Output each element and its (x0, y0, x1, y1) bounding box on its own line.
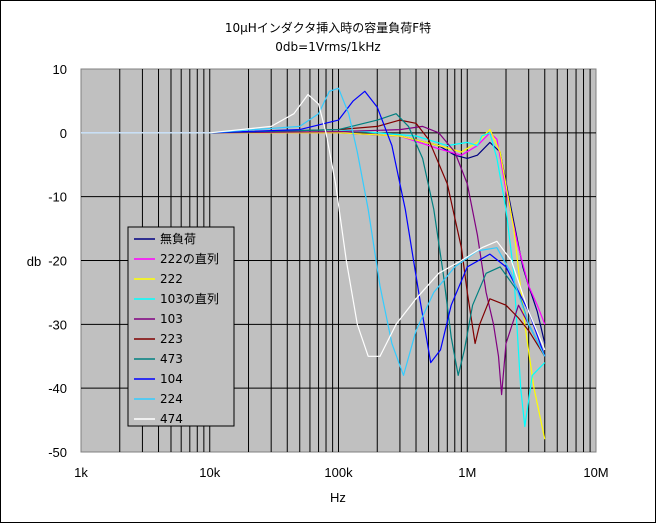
legend-label: 474 (160, 412, 183, 426)
y-tick-label: -50 (48, 445, 67, 460)
legend-label: 222 (160, 272, 183, 286)
series-layer (81, 87, 546, 440)
y-tick-label: 10 (53, 62, 67, 77)
chart-title: 10μHインダクタ挿入時の容量負荷F特 (225, 20, 431, 35)
legend-box (127, 226, 235, 427)
legend-label: 222の直列 (160, 252, 219, 266)
legend-label: 103 (160, 312, 183, 326)
legend: 無負荷 222の直列 222 103の直列 103 223 473 104 224 474 (127, 226, 235, 427)
legend-label: 無負荷 (160, 231, 196, 246)
y-axis-label: db (27, 254, 41, 269)
x-tick-label: 1M (458, 465, 476, 480)
y-tick-label: 0 (60, 126, 67, 141)
x-tick-label: 1k (74, 465, 88, 480)
y-tick-label: -30 (48, 317, 67, 332)
x-tick-label: 10M (583, 465, 608, 480)
series-line (81, 125, 546, 396)
legend-label: 223 (160, 332, 183, 346)
y-tick-label: -10 (48, 190, 67, 205)
series-line (81, 113, 546, 376)
series-line (81, 119, 546, 357)
x-axis-label: Hz (330, 490, 346, 505)
series-line (81, 90, 546, 364)
y-tick-label: -20 (48, 254, 67, 269)
legend-label: 473 (160, 352, 183, 366)
y-axis: 10 0 -10 -20 -30 -40 -50 (48, 62, 67, 460)
legend-label: 104 (160, 372, 183, 386)
series-line (81, 129, 546, 440)
legend-label: 103の直列 (160, 292, 219, 306)
series-line (81, 93, 546, 357)
x-axis: 1k 10k 100k 1M 10M (74, 465, 609, 480)
legend-label: 224 (160, 392, 183, 406)
x-tick-label: 100k (324, 465, 353, 480)
x-tick-label: 10k (199, 465, 220, 480)
series-line (81, 129, 546, 428)
y-tick-label: -40 (48, 381, 67, 396)
chart-subtitle: 0db=1Vrms/1kHz (275, 40, 380, 54)
